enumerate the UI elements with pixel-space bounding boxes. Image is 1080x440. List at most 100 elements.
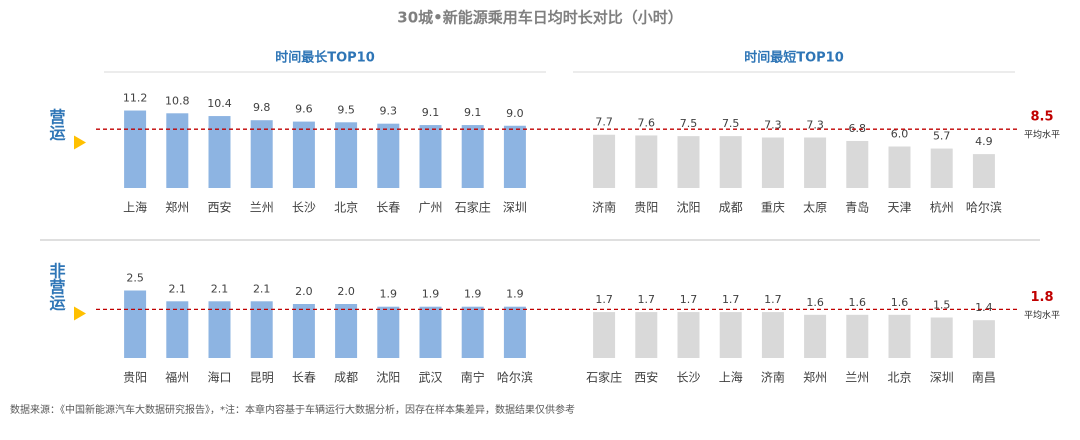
x-tick-label: 长沙 — [292, 201, 316, 215]
average-value: 1.8 — [1030, 290, 1053, 305]
bar — [124, 110, 147, 188]
value-label: 4.9 — [975, 135, 993, 148]
bar — [377, 306, 400, 358]
value-label: 6.8 — [849, 122, 867, 135]
bar — [635, 135, 658, 188]
bar — [888, 314, 911, 358]
x-tick-label: 天津 — [887, 201, 911, 215]
value-label: 1.6 — [849, 296, 867, 309]
x-tick-label: 海口 — [207, 370, 231, 385]
x-tick-label: 南昌 — [972, 370, 996, 385]
bar — [846, 314, 869, 358]
x-tick-label: 北京 — [334, 201, 358, 215]
x-tick-label: 哈尔滨 — [497, 370, 533, 385]
x-tick-label: 郑州 — [165, 200, 189, 215]
bar — [761, 312, 784, 358]
value-label: 9.5 — [337, 103, 355, 116]
x-tick-label: 武汉 — [418, 371, 442, 385]
value-label: 2.0 — [337, 285, 355, 298]
x-tick-label: 济南 — [761, 370, 785, 385]
bar — [972, 154, 995, 188]
value-label: 9.1 — [422, 106, 440, 119]
x-tick-label: 郑州 — [803, 370, 827, 385]
bar — [635, 312, 658, 358]
x-tick-label: 杭州 — [930, 200, 954, 215]
x-tick-label: 石家庄 — [586, 370, 622, 385]
value-label: 7.5 — [722, 117, 740, 130]
value-label: 9.8 — [253, 101, 271, 114]
value-label: 1.9 — [422, 288, 440, 301]
bar — [719, 136, 742, 188]
x-tick-label: 重庆 — [761, 201, 785, 215]
value-label: 9.6 — [295, 103, 313, 116]
bar — [419, 125, 442, 188]
bar — [208, 301, 231, 358]
average-label: 平均水平 — [1024, 309, 1060, 321]
x-tick-label: 石家庄 — [455, 200, 491, 215]
x-tick-label: 青岛 — [845, 200, 869, 215]
bar — [166, 301, 189, 358]
value-label: 11.2 — [123, 92, 148, 105]
bar — [972, 320, 995, 358]
x-tick-label: 成都 — [719, 201, 743, 215]
x-tick-label: 深圳 — [503, 201, 527, 215]
x-tick-label: 北京 — [887, 371, 911, 385]
row-label: 营运 — [47, 108, 66, 142]
bar — [593, 312, 616, 358]
x-tick-label: 兰州 — [250, 201, 274, 215]
bar — [930, 317, 953, 358]
bar — [930, 148, 953, 188]
value-label: 1.7 — [722, 293, 740, 306]
bar — [335, 122, 358, 188]
bar — [677, 136, 700, 188]
value-label: 6.0 — [891, 128, 909, 141]
value-label: 7.5 — [680, 117, 698, 130]
bar — [292, 304, 315, 358]
value-label: 1.6 — [891, 296, 909, 309]
value-label: 9.3 — [380, 105, 398, 118]
x-tick-label: 长春 — [292, 371, 316, 385]
value-label: 2.0 — [295, 285, 313, 298]
value-label: 1.7 — [764, 293, 782, 306]
value-label: 9.0 — [506, 107, 524, 120]
bar — [677, 312, 700, 358]
chart-title: 30城•新能源乘用车日均时长对比（小时） — [397, 9, 682, 27]
bar — [719, 312, 742, 358]
x-tick-label: 沈阳 — [376, 370, 400, 385]
x-tick-label: 福州 — [165, 370, 189, 385]
value-label: 10.8 — [165, 94, 190, 107]
value-label: 7.6 — [638, 116, 656, 129]
row-marker — [74, 306, 86, 321]
x-tick-label: 西安 — [207, 200, 231, 215]
value-label: 9.1 — [464, 106, 482, 119]
average-label: 平均水平 — [1024, 129, 1060, 141]
average-value: 8.5 — [1030, 110, 1053, 125]
row-marker — [74, 135, 86, 150]
x-tick-label: 哈尔滨 — [966, 200, 1002, 215]
value-label: 7.7 — [595, 116, 613, 129]
x-tick-label: 西安 — [634, 370, 658, 385]
column-header: 时间最长TOP10 — [275, 50, 375, 66]
bar — [250, 301, 273, 358]
value-label: 7.3 — [806, 119, 824, 132]
value-label: 2.1 — [169, 282, 187, 295]
x-tick-label: 太原 — [803, 200, 827, 215]
value-label: 1.9 — [506, 288, 524, 301]
value-label: 1.4 — [975, 301, 993, 314]
x-tick-label: 长春 — [376, 201, 400, 215]
bar — [761, 137, 784, 188]
bar — [124, 290, 147, 358]
source-note: 数据来源：《中国新能源汽车大数据研究报告》，*注：本章内容基于车辆运行大数据分析… — [10, 403, 575, 416]
x-tick-label: 兰州 — [845, 371, 869, 385]
bar — [419, 306, 442, 358]
value-label: 1.5 — [933, 299, 951, 312]
bar — [377, 123, 400, 188]
x-tick-label: 成都 — [334, 371, 358, 385]
x-tick-label: 上海 — [123, 200, 147, 215]
value-label: 1.7 — [595, 293, 613, 306]
value-label: 2.1 — [211, 282, 229, 295]
bar — [503, 125, 526, 188]
bar — [846, 140, 869, 188]
value-label: 10.4 — [207, 97, 232, 110]
